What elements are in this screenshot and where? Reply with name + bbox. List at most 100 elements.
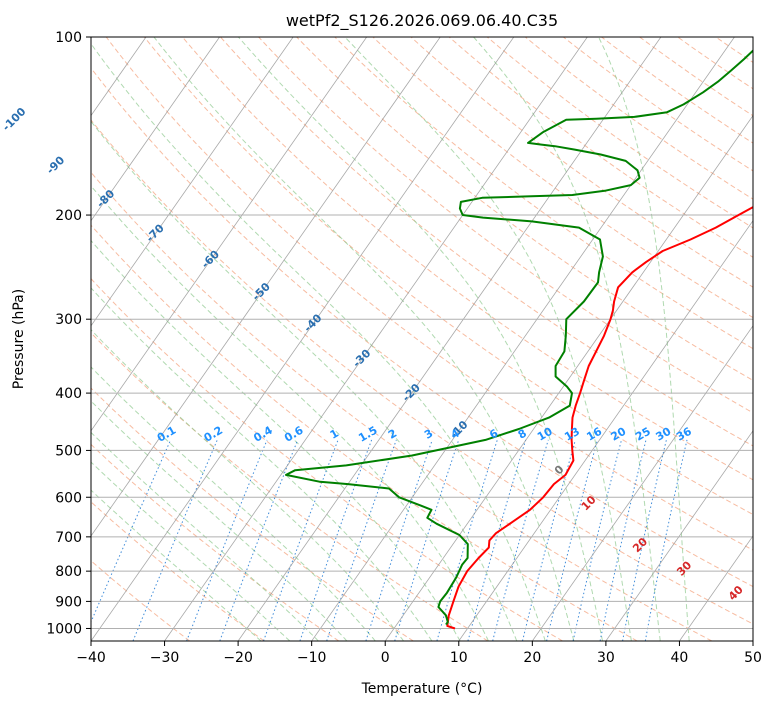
x-tick-label: 30 (597, 650, 615, 666)
theta-e-curve (54, 37, 64, 641)
mixing-ratio-line (132, 439, 218, 641)
mixing-ratio-line (622, 439, 667, 641)
x-tick-label: 40 (671, 650, 689, 666)
dry-adiabat (91, 443, 340, 641)
dry-adiabat (448, 37, 753, 258)
isotherm (458, 219, 753, 641)
moist-adiabat (91, 42, 546, 641)
dry-adiabat (677, 37, 753, 90)
dry-adiabat (91, 277, 563, 641)
isotherm (384, 114, 753, 641)
moist-adiabat (598, 37, 690, 641)
x-axis-label: Temperature (°C) (361, 681, 483, 697)
moist-adiabat (473, 37, 661, 641)
dry-adiabat-label: 20 (630, 535, 650, 555)
isotherm (237, 37, 662, 641)
dry-adiabat (296, 37, 753, 381)
profile-line (446, 205, 753, 630)
dry-adiabat (639, 37, 753, 117)
dry-adiabat (372, 37, 753, 319)
mixing-ratio-label: 30 (653, 425, 673, 444)
isotherm-label: -40 (301, 311, 324, 334)
y-tick-label: 800 (55, 564, 82, 580)
mixing-ratio-label: 8 (516, 427, 529, 442)
isotherm (679, 535, 753, 641)
x-axis-ticks: −40 −30 −20 −10 0 10 20 30 40 50 (76, 641, 762, 666)
mixing-ratio-label: 36 (674, 425, 694, 444)
pressure-gridlines (91, 37, 753, 629)
moist-adiabat (91, 120, 518, 641)
dry-adiabat-label: 30 (674, 558, 694, 578)
plot-frame (90, 36, 754, 642)
moist-adiabat (91, 489, 262, 641)
mixing-ratio-line (299, 439, 373, 641)
y-axis-label: Pressure (hPa) (11, 289, 27, 389)
moist-adiabat (238, 37, 603, 641)
moist-adiabat (91, 400, 348, 641)
dry-adiabat-label: 10 (579, 493, 599, 513)
mixing-ratio-line (522, 439, 576, 641)
x-tick-label: 0 (381, 650, 390, 666)
mixing-ratio-line (492, 439, 549, 641)
dry-adiabat (91, 332, 489, 641)
isotherm-label: -80 (94, 187, 117, 210)
isotherm-label: -60 (199, 248, 222, 271)
y-tick-label: 1000 (46, 621, 82, 637)
isotherm (91, 37, 368, 432)
y-tick-label: 600 (55, 490, 82, 506)
dry-adiabat (334, 37, 753, 350)
dry-adiabat-label: 40 (726, 583, 746, 603)
moist-adiabat (344, 37, 632, 641)
y-tick-label: 200 (55, 208, 82, 224)
mixing-ratio-line (91, 439, 172, 624)
mixing-ratio-line (365, 439, 433, 641)
dry-adiabat (601, 37, 753, 144)
mixing-ratio-label: 0.4 (251, 424, 275, 445)
dry-adiabat (220, 37, 753, 447)
profile-series (285, 49, 753, 630)
y-tick-label: 700 (55, 530, 82, 546)
mixing-ratio-label: 13 (562, 425, 582, 444)
dry-adiabat (754, 37, 775, 641)
mixing-ratio-label: 3 (422, 427, 435, 442)
mixing-ratio-label: 20 (608, 425, 628, 444)
y-tick-label: 900 (55, 594, 82, 610)
dry-adiabat (258, 37, 753, 414)
isotherm (532, 325, 753, 641)
isotherm (164, 37, 588, 641)
dry-adiabat (91, 560, 191, 641)
isotherm-label: -30 (350, 347, 373, 370)
dry-adiabat (410, 37, 753, 288)
x-tick-label: −20 (223, 650, 253, 666)
moist-adiabat (91, 328, 405, 641)
y-tick-label: 100 (55, 30, 82, 46)
dry-adiabat (91, 171, 713, 641)
chart-title: wetPf2_S126.2026.069.06.40.C35 (286, 11, 558, 31)
dry-adiabat (715, 37, 753, 63)
y-tick-label: 400 (55, 386, 82, 402)
moist-adiabat (91, 431, 319, 641)
mixing-ratio-line (467, 439, 527, 641)
y-axis-ticks: 100 200 300 400 500 600 700 800 900 1000 (46, 30, 91, 637)
y-tick-label: 500 (55, 443, 82, 459)
dry-adiabat (524, 37, 753, 200)
y-tick-label: 300 (55, 312, 82, 328)
isotherm (91, 37, 515, 641)
dry-adiabat (91, 387, 414, 641)
mixing-ratio-line (572, 439, 622, 641)
x-tick-label: −30 (150, 650, 180, 666)
mixing-ratio-line (644, 439, 688, 641)
isotherm-label: -70 (144, 221, 167, 244)
x-tick-label: 50 (744, 650, 762, 666)
mixing-ratio-line (546, 439, 598, 641)
x-tick-label: −10 (297, 650, 327, 666)
mixing-ratio-line (326, 439, 397, 641)
x-tick-label: −40 (76, 650, 106, 666)
dry-adiabat (91, 119, 753, 625)
moist-adiabat (91, 185, 489, 641)
moist-adiabat (153, 37, 575, 641)
mixing-ratio-label: 0.6 (282, 424, 306, 445)
mixing-ratio-label: 1.5 (356, 424, 379, 445)
moist-adiabat (91, 366, 376, 641)
